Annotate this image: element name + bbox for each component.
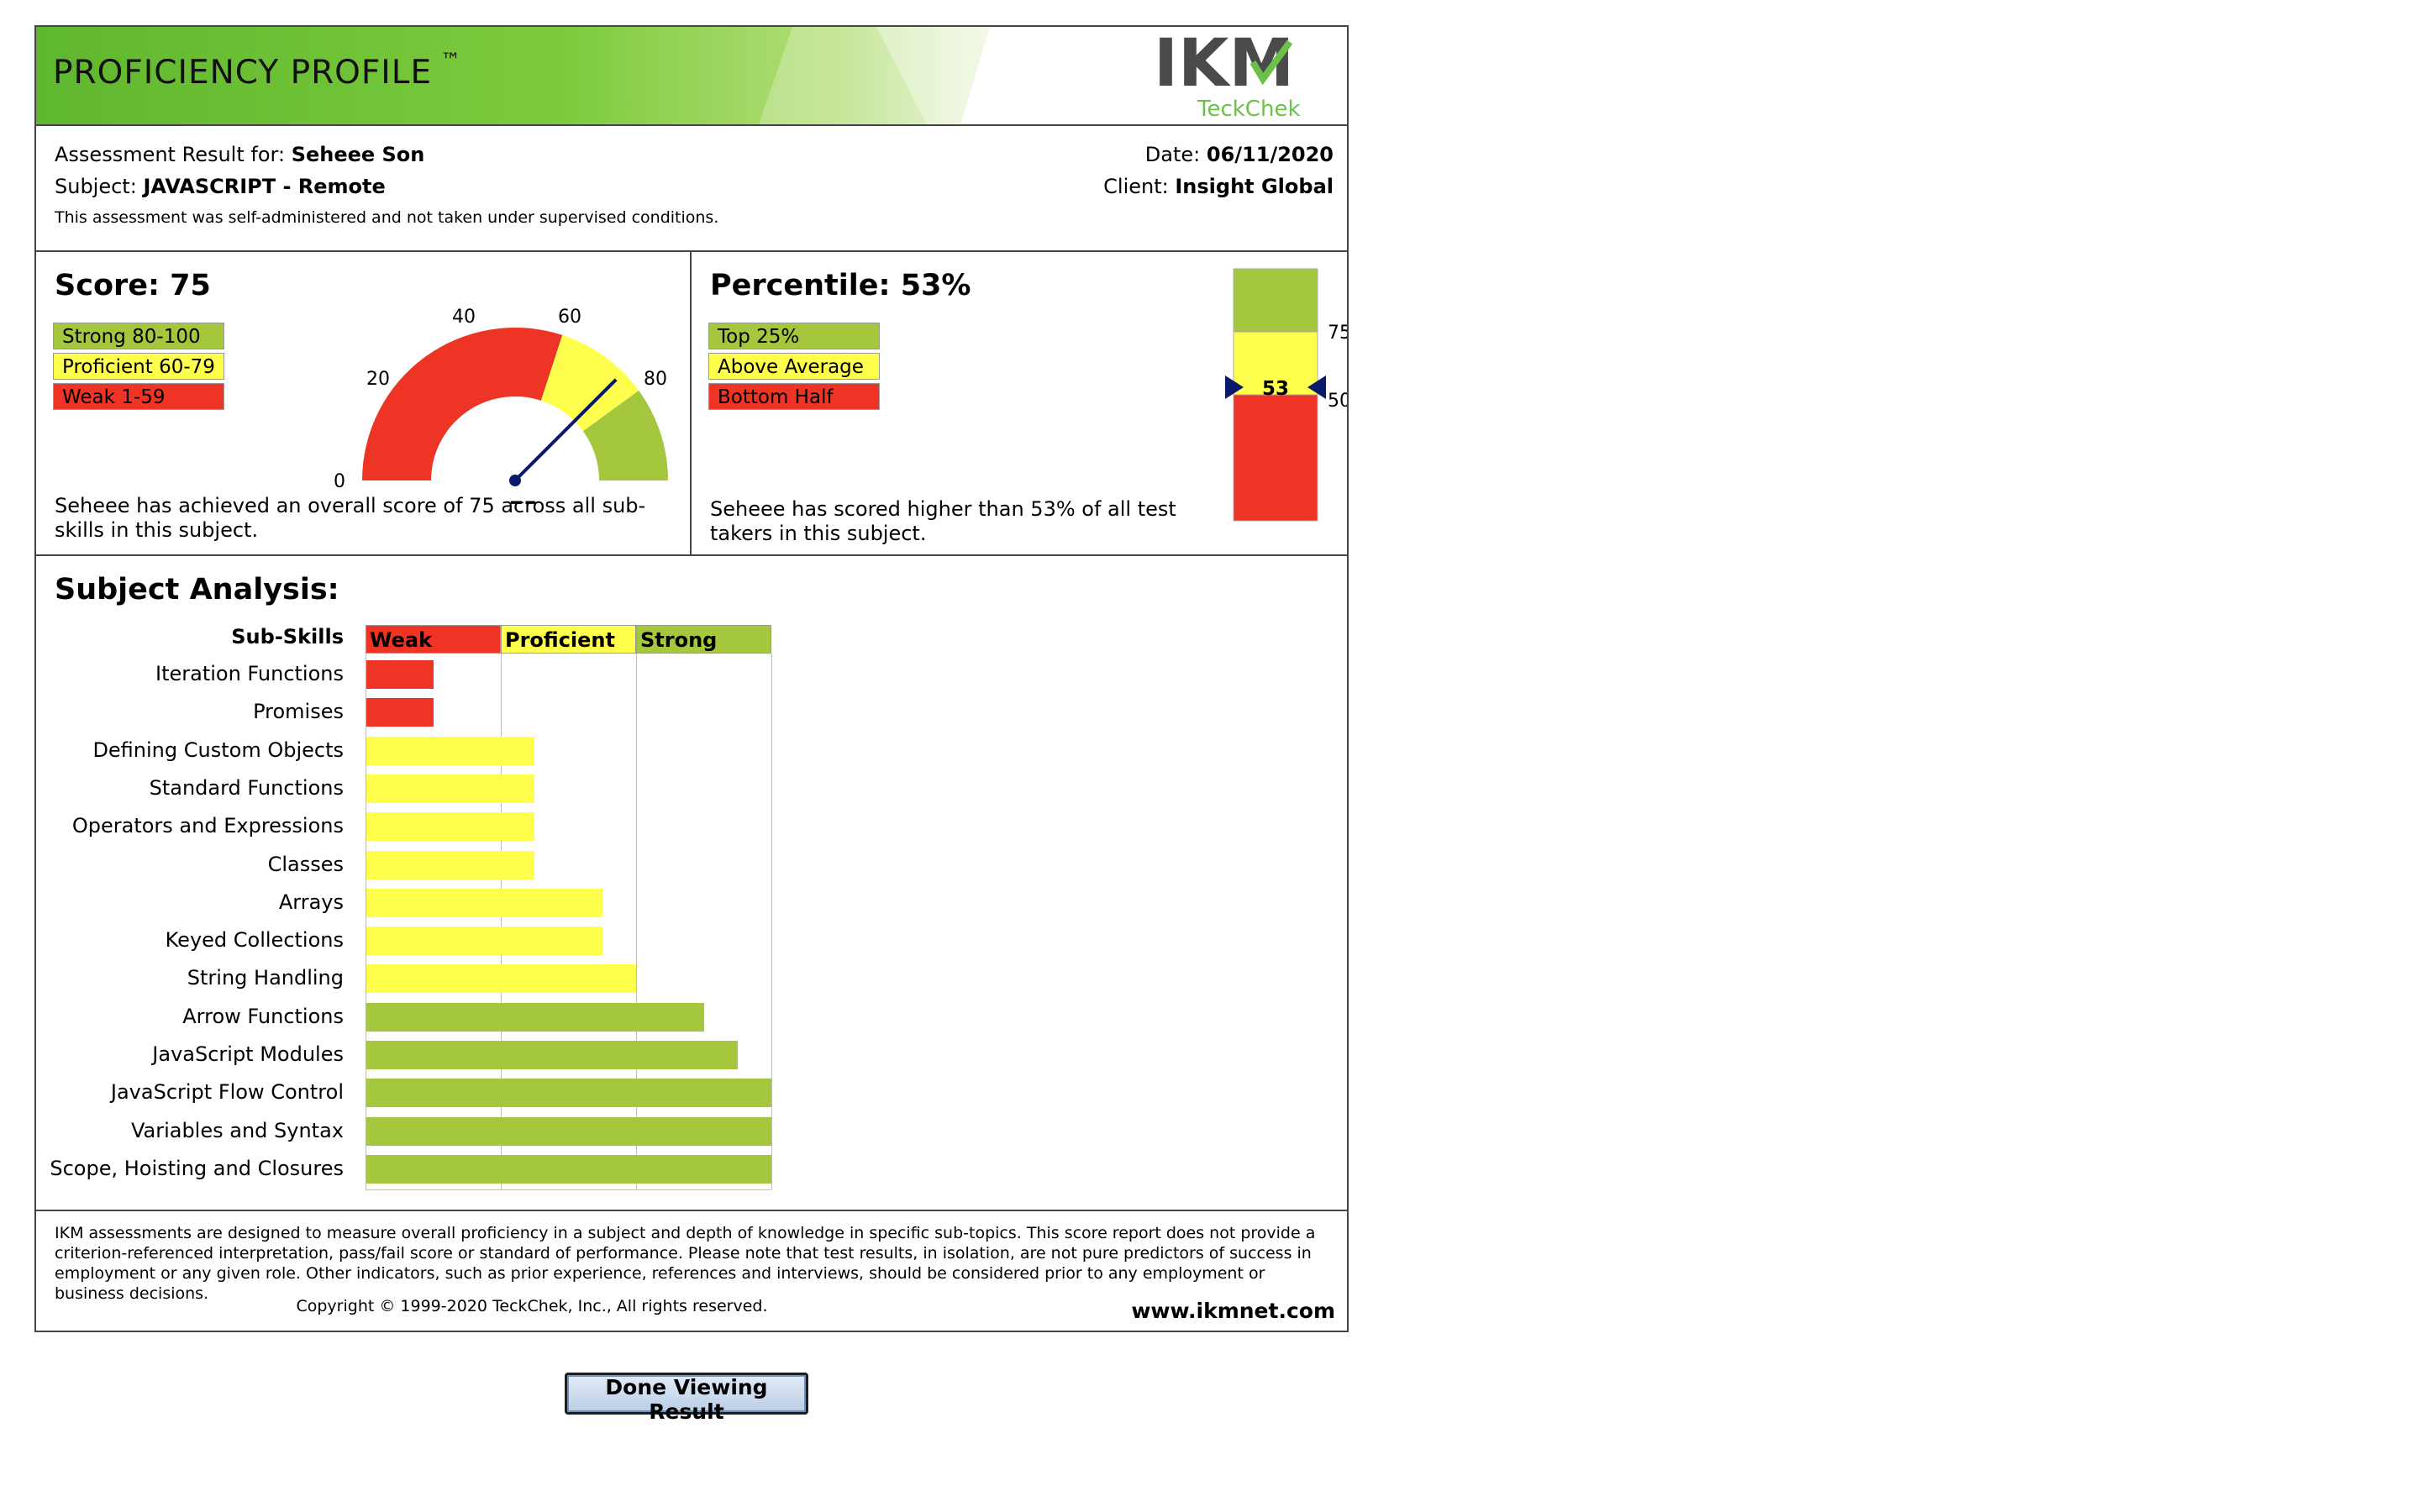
gauge-tick-0: 0	[334, 471, 345, 492]
gauge-tick-20: 20	[366, 369, 390, 390]
percentile-marker-label: 53	[1262, 378, 1289, 400]
assessment-result-line: Assessment Result for: Seheee Son	[55, 143, 425, 166]
gauge-weak-band	[362, 328, 563, 480]
subskill-bar	[366, 1116, 771, 1146]
gauge-tick-60: 60	[558, 307, 581, 328]
percentile-description: Seheee has scored higher than 53% of all…	[710, 497, 1176, 545]
assessment-date: 06/11/2020	[1206, 143, 1334, 166]
percentile-tick-75: 75	[1328, 323, 1347, 344]
subskill-label: Arrow Functions	[182, 1004, 344, 1028]
score-legend: Strong 80-100 Proficient 60-79 Weak 1-59	[53, 323, 224, 413]
subskill-bar	[366, 660, 434, 689]
subskill-bar	[366, 1154, 771, 1184]
subskill-bar	[366, 1002, 704, 1032]
subskill-label: Classes	[267, 852, 344, 876]
subskill-label: Defining Custom Objects	[92, 738, 344, 762]
done-viewing-result-button[interactable]: Done Viewing Result	[565, 1373, 808, 1424]
subskill-label: Iteration Functions	[155, 662, 344, 685]
legend-strong: Strong 80-100	[53, 323, 224, 349]
gauge-hub	[509, 475, 521, 486]
subskill-bar	[366, 774, 535, 803]
subskill-bar	[366, 1041, 738, 1069]
subskill-label: Scope, Hoisting and Closures	[50, 1156, 344, 1180]
percentile-bar: 75 50 53	[1225, 268, 1347, 522]
report-footer: IKM assessments are designed to measure …	[36, 1211, 1347, 1332]
percentile-panel: Percentile: 53% Top 25% Above Average Bo…	[692, 252, 1347, 554]
percentile-above-average-band	[1233, 331, 1318, 396]
percentile-legend: Top 25% Above Average Bottom Half	[708, 323, 880, 413]
analysis-heading: Subject Analysis:	[55, 573, 339, 606]
client-name: Insight Global	[1175, 175, 1334, 198]
report-header: PROFICIENCY PROFILE ™ IKM TeckChek	[36, 27, 1347, 126]
percentile-top-band	[1233, 268, 1318, 333]
subskill-bar	[366, 850, 535, 879]
percentile-marker-left-arrow	[1225, 375, 1244, 399]
report-title: PROFICIENCY PROFILE ™	[53, 49, 462, 92]
score-panel: Score: 75 Strong 80-100 Proficient 60-79…	[36, 252, 692, 554]
supervision-disclaimer: This assessment was self-administered an…	[55, 208, 719, 227]
subskill-bar	[366, 698, 434, 727]
subskill-bar	[366, 736, 535, 765]
chart-bottom-border	[366, 1189, 771, 1191]
subskill-label: String Handling	[187, 966, 344, 990]
score-description: Seheee has achieved an overall score of …	[55, 494, 646, 542]
subject-name: JAVASCRIPT - Remote	[143, 175, 386, 198]
candidate-name: Seheee Son	[291, 143, 425, 166]
subject-analysis: Subject Analysis: Sub-Skills Weak Proficie…	[36, 556, 1347, 1211]
band-divider	[771, 654, 772, 1190]
legend-bottom-half: Bottom Half	[708, 383, 880, 410]
subskill-label: JavaScript Modules	[152, 1042, 344, 1066]
percentile-heading: Percentile: 53%	[710, 269, 971, 302]
subject-line: Subject: JAVASCRIPT - Remote	[55, 175, 386, 198]
legend-proficient: Proficient 60-79	[53, 353, 224, 380]
subskill-label: Standard Functions	[149, 775, 344, 800]
percentile-bottom-band	[1233, 394, 1318, 522]
subskill-label: Promises	[253, 700, 344, 724]
subskill-label: Keyed Collections	[165, 928, 344, 953]
score-gauge: 0 20 40 60 80 100 75	[334, 307, 668, 504]
client-line: Client: Insight Global	[1103, 175, 1334, 198]
subskill-bar	[366, 1079, 771, 1108]
subskill-bar	[366, 888, 602, 917]
subskill-label: Variables and Syntax	[130, 1118, 344, 1142]
gauge-value-label: 75	[509, 497, 537, 504]
proficiency-report: PROFICIENCY PROFILE ™ IKM TeckChek Assess…	[34, 25, 1349, 1332]
logo-sub-text: TeckChek	[1197, 97, 1301, 122]
percentile-marker-right-arrow	[1307, 375, 1326, 399]
trademark-symbol: ™	[440, 49, 462, 72]
legend-weak: Weak 1-59	[53, 383, 224, 410]
percentile-tick-50: 50	[1328, 391, 1347, 412]
ikm-logo: IKM TeckChek	[1154, 30, 1301, 122]
gauge-tick-80: 80	[644, 369, 667, 390]
date-line: Date: 06/11/2020	[1144, 143, 1334, 166]
header-banner	[36, 27, 990, 124]
assessment-info: Assessment Result for: Seheee Son Subjec…	[36, 126, 1347, 252]
subskill-label: JavaScript Flow Control	[110, 1080, 344, 1105]
subskill-bar	[366, 812, 535, 842]
subskill-bar	[366, 927, 602, 956]
website-link: www.ikmnet.com	[1131, 1299, 1335, 1323]
band-header-proficient: Proficient	[501, 625, 636, 654]
band-divider	[636, 654, 637, 1190]
band-header-weak: Weak	[366, 625, 501, 654]
band-divider	[501, 654, 502, 1190]
gauge-tick-40: 40	[452, 307, 476, 328]
subskill-bar	[366, 964, 636, 994]
copyright-notice: Copyright © 1999-2020 TeckChek, Inc., Al…	[296, 1297, 768, 1315]
subskills-header: Sub-Skills	[231, 625, 344, 648]
subskill-label: Operators and Expressions	[71, 814, 344, 838]
gauge-strong-band	[582, 391, 668, 480]
score-heading: Score: 75	[55, 269, 211, 302]
footer-disclaimer: IKM assessments are designed to measure …	[55, 1224, 1316, 1303]
legend-above-average: Above Average	[708, 353, 880, 380]
band-header-strong: Strong	[636, 625, 771, 654]
legend-top-25: Top 25%	[708, 323, 880, 349]
score-section: Score: 75 Strong 80-100 Proficient 60-79…	[36, 252, 1347, 556]
subskill-label: Arrays	[278, 890, 344, 914]
gauge-proficient-band	[540, 334, 639, 432]
gauge-needle	[513, 378, 618, 482]
